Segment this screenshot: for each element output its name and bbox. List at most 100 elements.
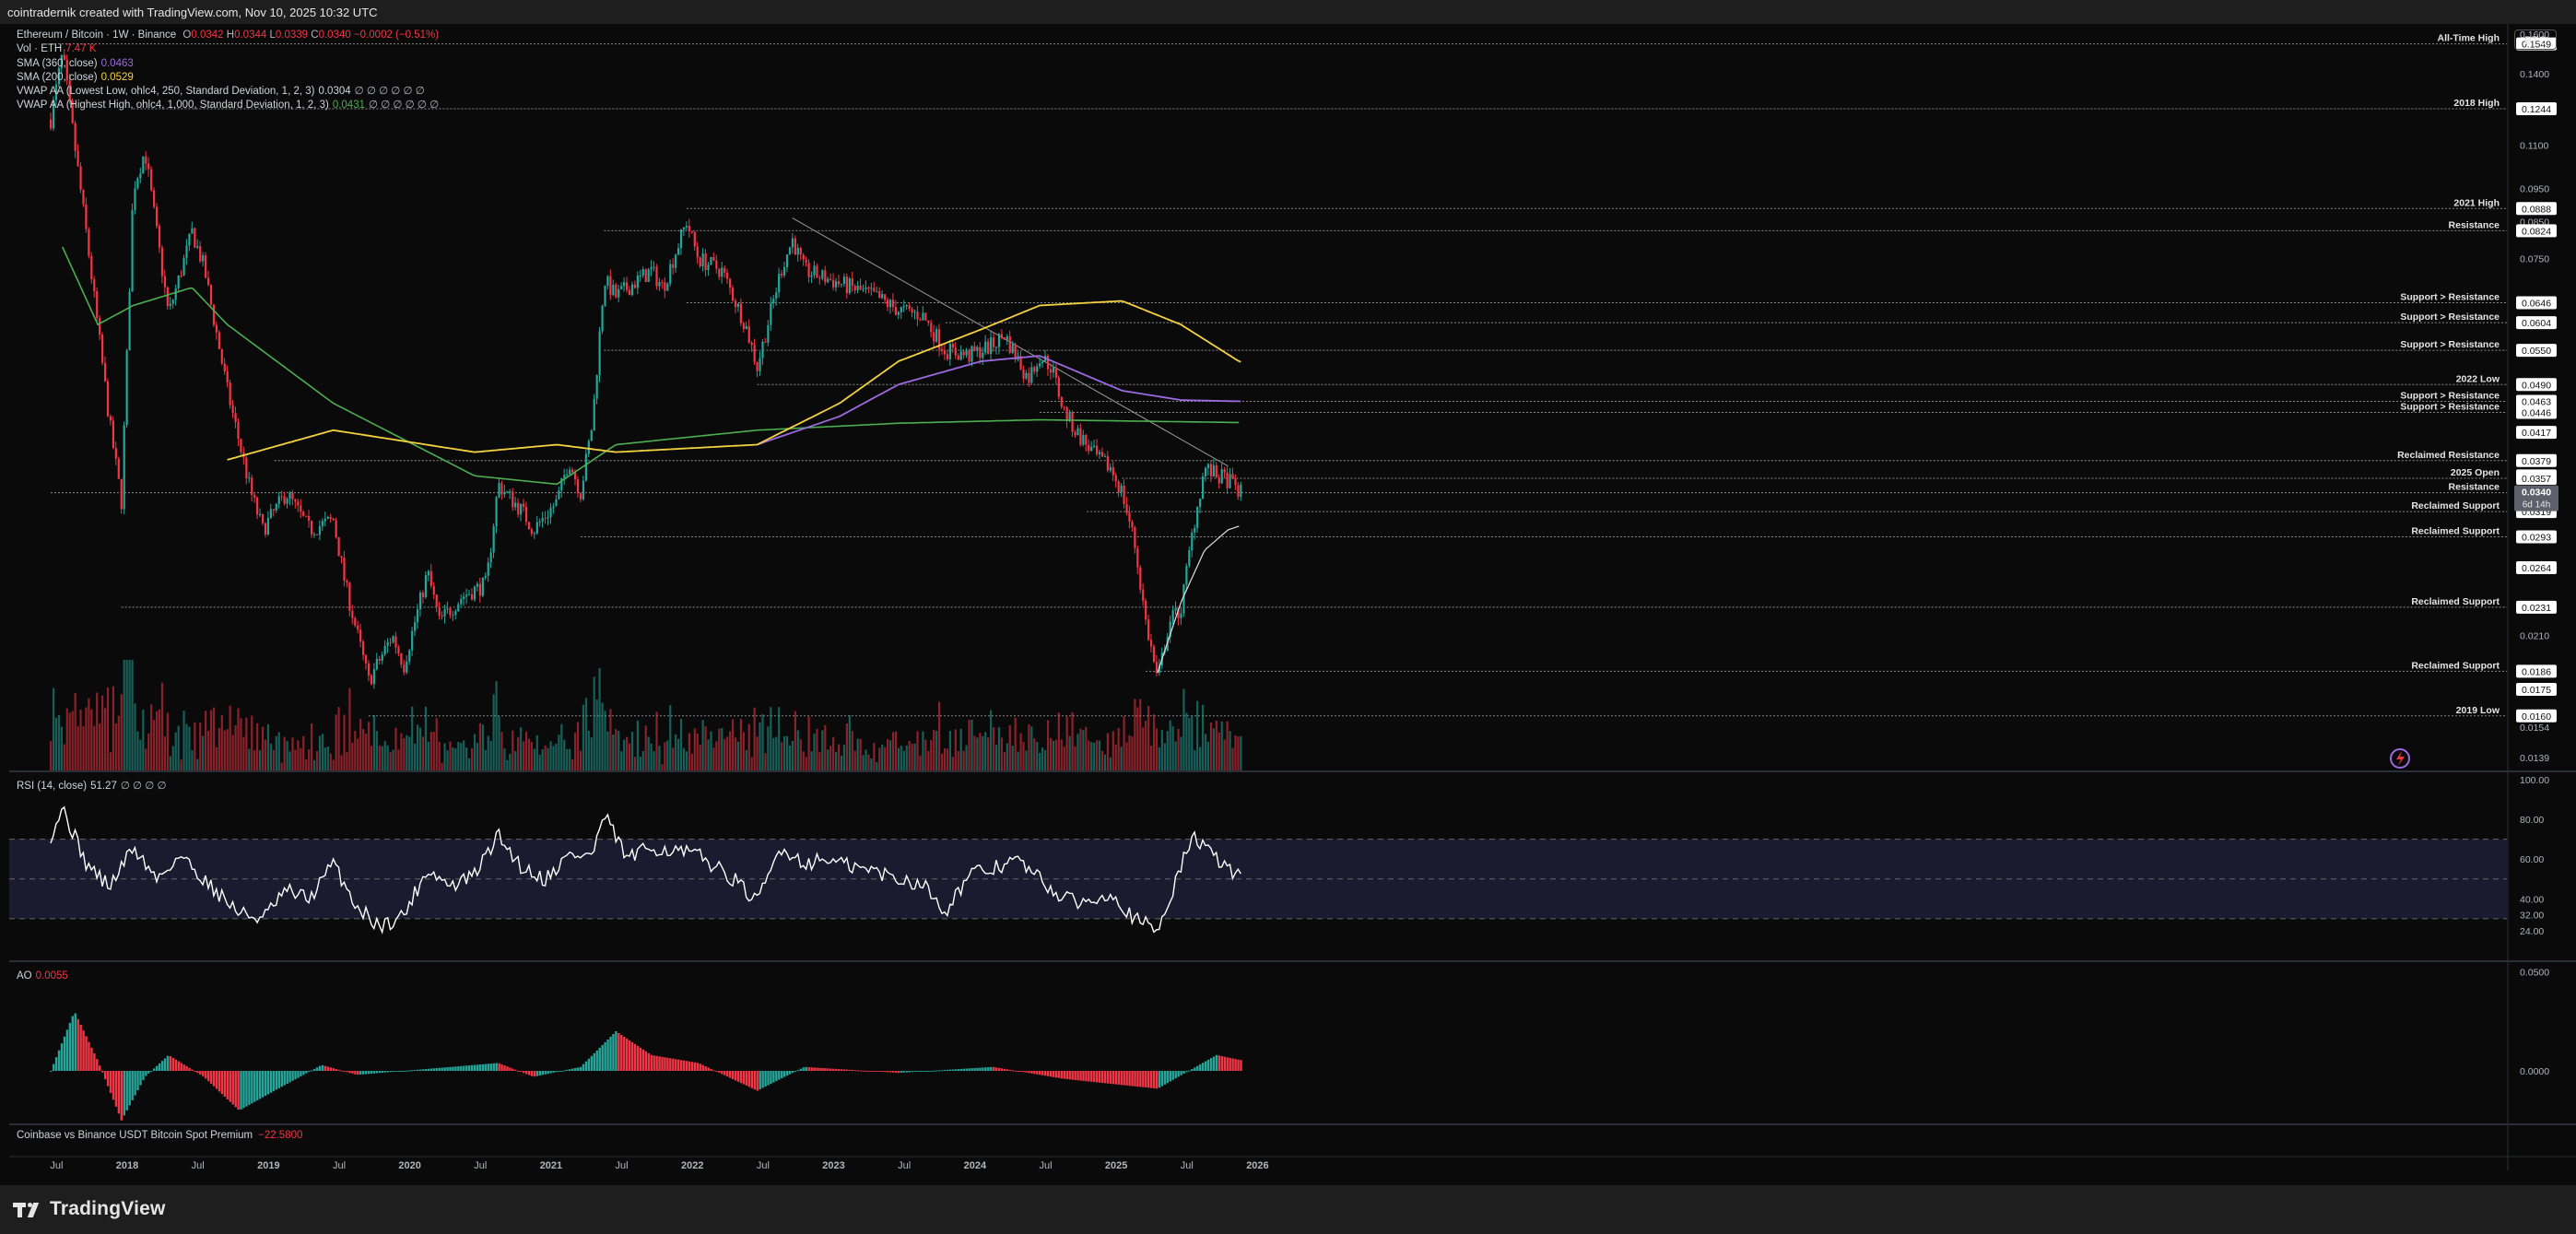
ao-bar (535, 1071, 539, 1076)
price-tag (2516, 664, 2557, 678)
volume-bar (1134, 699, 1136, 770)
vwap-low-row[interactable]: VWAP AA (Lowest Low, ohlc4, 250, Standar… (17, 86, 425, 98)
ao-bar (264, 1071, 267, 1097)
level-label: Resistance (2449, 482, 2500, 493)
ao-bar (558, 1071, 560, 1072)
volume-bar (1117, 727, 1120, 770)
candle-body (500, 483, 503, 495)
ao-bar (696, 1063, 700, 1071)
volume-bar (96, 692, 99, 770)
candle-body (1096, 445, 1099, 454)
ao-bar (449, 1066, 452, 1071)
volume-bar (1065, 716, 1068, 770)
volume-bar (253, 750, 256, 770)
candle-body (739, 303, 743, 323)
candle-body (582, 480, 585, 499)
candle-body (604, 285, 606, 306)
candle-body (655, 266, 658, 287)
ao-bar (492, 1063, 495, 1071)
ao-bar (630, 1041, 634, 1071)
time-tick: Jul (898, 1160, 911, 1171)
candle-body (558, 490, 560, 499)
candle-body (636, 275, 639, 288)
candle-body (93, 278, 96, 291)
chart-canvas[interactable]: All-Time High 2018 High 2021 High Resistanc… (0, 0, 2576, 1185)
volume-bar (1088, 740, 1090, 770)
ao-bar (644, 1051, 648, 1071)
volume-bar (1008, 724, 1011, 770)
volume-bar (1177, 728, 1180, 770)
ao-bar (182, 1064, 185, 1071)
candle-body (351, 610, 354, 618)
ao-bar (647, 1052, 650, 1071)
ao-bar (125, 1071, 128, 1111)
ao-pane (50, 1013, 1242, 1121)
volume-bar (117, 715, 120, 770)
ao-bar (452, 1066, 454, 1071)
lightning-icon[interactable] (2390, 748, 2410, 769)
vwap-high-row[interactable]: VWAP AA (Highest High, ohlc4, 1,000, Sta… (17, 100, 440, 112)
candle-body (109, 416, 112, 421)
rsi-tick: 80.00 (2520, 815, 2544, 826)
candle-body (712, 257, 715, 261)
ao-bar (1220, 1056, 1224, 1071)
ao-bar (633, 1043, 637, 1071)
volume-bar (163, 736, 167, 770)
tradingview-logo[interactable]: TradingView (13, 1198, 166, 1220)
volume-bar (940, 753, 944, 770)
volume-bar (1226, 721, 1229, 770)
candle-body (60, 54, 63, 68)
candle-body (816, 265, 818, 278)
volume-bar (718, 728, 721, 770)
ao-bar (753, 1071, 756, 1090)
ao-bar (478, 1064, 482, 1071)
ao-bar (1191, 1068, 1194, 1071)
candle-body (997, 334, 1001, 347)
candle-body (1209, 464, 1213, 477)
ao-bar (503, 1065, 506, 1071)
time-axis[interactable]: Jul 2018 Jul 2019 Jul 2020 Jul 2021 Jul 2022 Jul 20… (50, 1160, 1268, 1171)
candle-body (229, 382, 231, 405)
volume-bar (90, 709, 93, 770)
candle-body (595, 375, 598, 399)
level-label: All-Time High (2438, 33, 2500, 44)
rsi-legend[interactable]: RSI (14, close) 51.27 ∅ ∅ ∅ ∅ (17, 781, 167, 792)
volume-bar (859, 738, 862, 770)
candle-body (481, 577, 484, 596)
candle-body (623, 282, 626, 287)
sma200-row[interactable]: SMA (200, close) 0.0529 (17, 71, 134, 83)
ao-bar (348, 1071, 351, 1074)
sma360-row[interactable]: SMA (360, close) 0.0463 (17, 57, 134, 69)
ao-bar (88, 1041, 90, 1071)
candle-body (231, 405, 234, 414)
candle-body (131, 210, 134, 292)
level-label: Reclaimed Support (2411, 660, 2500, 671)
ao-bar (982, 1067, 984, 1071)
candle-body (992, 337, 995, 347)
ao-bar (992, 1066, 995, 1071)
volume-bar (530, 742, 534, 770)
volume-bar (675, 734, 677, 770)
volume-row[interactable]: Vol · ETH 7.47 K (17, 43, 97, 55)
ao-bar (397, 1071, 400, 1072)
volume-bar (723, 738, 726, 770)
candle-body (535, 522, 538, 534)
volume-bar (794, 711, 796, 770)
ao-bar (209, 1071, 213, 1084)
premium-legend[interactable]: Coinbase vs Binance USDT Bitcoin Spot Pr… (17, 1130, 303, 1141)
price-axis[interactable]: 0.16000.15490.14000.12440.11000.09500.08… (2514, 29, 2558, 764)
ao-bar (824, 1068, 827, 1071)
ao-legend[interactable]: AO 0.0055 (17, 970, 68, 981)
candle-body (90, 255, 93, 279)
volume-bar (153, 720, 156, 770)
currency-button[interactable]: BTC (2514, 29, 2557, 50)
ao-bar (429, 1068, 433, 1071)
ao-bar (590, 1055, 594, 1071)
volume-bar (1041, 747, 1044, 770)
ao-bar (308, 1071, 311, 1073)
ao-bar (951, 1069, 955, 1071)
volume-bar (696, 733, 699, 770)
volume-bar (332, 759, 335, 770)
candle-body (962, 351, 965, 356)
price-tag (2516, 37, 2557, 51)
